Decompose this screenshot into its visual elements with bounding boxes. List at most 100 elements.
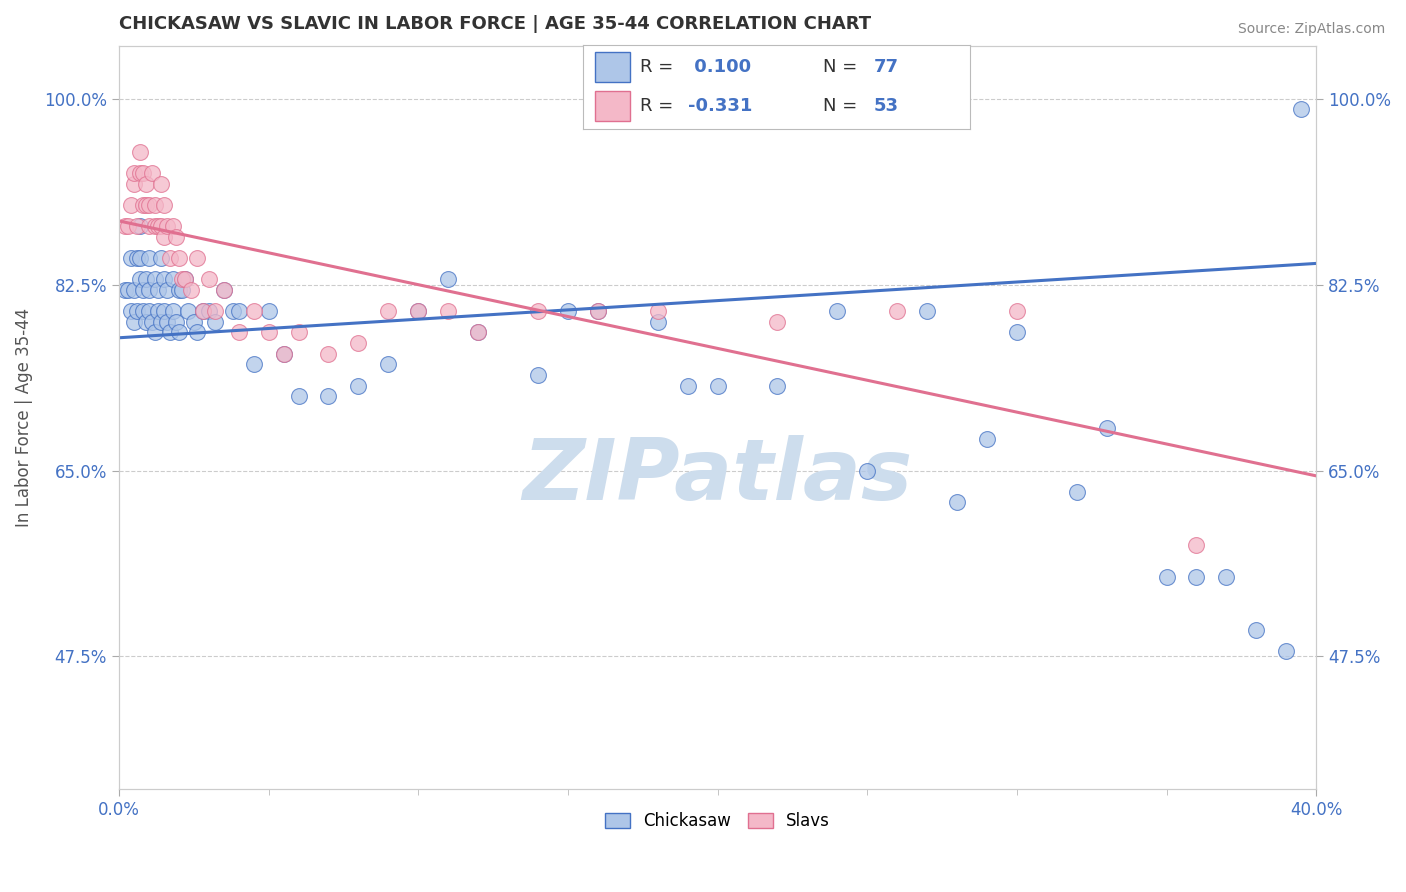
Point (212, 283, 235, 297)
Point (165, 315, 187, 329)
Point (221, 304, 243, 318)
Point (135, 177, 157, 191)
Point (827, 304, 849, 318)
Text: N =: N = (824, 97, 858, 115)
Y-axis label: In Labor Force | Age 35-44: In Labor Force | Age 35-44 (15, 308, 32, 527)
Point (122, 177, 145, 191)
Point (191, 304, 214, 318)
Point (557, 304, 579, 318)
Point (135, 198, 157, 212)
Point (143, 272, 166, 286)
Point (173, 272, 195, 286)
Point (1246, 623, 1268, 637)
Point (347, 378, 370, 392)
Point (149, 251, 172, 265)
Point (1215, 570, 1237, 584)
Point (212, 283, 235, 297)
Point (132, 166, 155, 180)
Point (273, 347, 295, 361)
Point (406, 304, 429, 318)
Point (527, 304, 550, 318)
Point (1156, 570, 1178, 584)
Point (437, 272, 460, 286)
Text: R =: R = (640, 58, 673, 76)
Point (114, 219, 136, 234)
Point (437, 304, 460, 318)
Point (647, 304, 669, 318)
Point (146, 219, 169, 234)
Point (183, 315, 205, 329)
Point (128, 166, 150, 180)
Point (467, 326, 489, 340)
Point (122, 166, 145, 180)
Point (170, 283, 193, 297)
Point (122, 283, 145, 297)
Point (287, 326, 309, 340)
Point (177, 304, 200, 318)
Bar (595, 53, 630, 82)
Point (162, 272, 184, 286)
Point (1275, 644, 1298, 658)
Point (242, 304, 264, 318)
Point (915, 304, 938, 318)
Point (467, 326, 489, 340)
Point (167, 251, 190, 265)
Point (159, 251, 181, 265)
Point (125, 251, 148, 265)
Point (318, 389, 340, 403)
Point (257, 304, 280, 318)
Point (347, 336, 370, 351)
Point (159, 326, 181, 340)
Text: -0.331: -0.331 (688, 97, 752, 115)
Point (114, 283, 136, 297)
Point (197, 272, 219, 286)
Point (527, 368, 550, 382)
Point (180, 283, 202, 297)
Point (141, 166, 163, 180)
Point (228, 304, 250, 318)
Point (1289, 103, 1312, 117)
Point (135, 272, 157, 286)
Point (138, 198, 160, 212)
Text: CHICKASAW VS SLAVIC IN LABOR FORCE | AGE 35-44 CORRELATION CHART: CHICKASAW VS SLAVIC IN LABOR FORCE | AGE… (120, 15, 872, 33)
Point (204, 315, 226, 329)
Point (156, 219, 179, 234)
Point (120, 198, 142, 212)
Point (186, 251, 208, 265)
Point (1095, 421, 1118, 435)
Point (586, 304, 609, 318)
Point (318, 347, 340, 361)
Point (167, 283, 190, 297)
Text: 53: 53 (873, 97, 898, 115)
Point (647, 315, 669, 329)
Text: ZIPatlas: ZIPatlas (523, 435, 912, 518)
Point (886, 304, 908, 318)
Point (153, 272, 176, 286)
Point (766, 315, 789, 329)
Point (946, 495, 969, 509)
Text: N =: N = (824, 58, 858, 76)
Point (676, 378, 699, 392)
Point (132, 304, 155, 318)
Point (377, 357, 399, 371)
Point (197, 304, 219, 318)
Point (856, 464, 879, 478)
Point (138, 219, 160, 234)
Point (186, 326, 208, 340)
Point (117, 219, 139, 234)
Point (766, 378, 789, 392)
Text: 0.100: 0.100 (688, 58, 751, 76)
Point (273, 347, 295, 361)
Point (204, 304, 226, 318)
Point (156, 283, 179, 297)
Point (122, 315, 145, 329)
Point (191, 304, 214, 318)
Point (153, 230, 176, 244)
Point (128, 272, 150, 286)
Point (287, 389, 309, 403)
Point (406, 304, 429, 318)
Point (242, 357, 264, 371)
Point (586, 304, 609, 318)
Point (149, 315, 172, 329)
Legend: Chickasaw, Slavs: Chickasaw, Slavs (599, 805, 837, 837)
